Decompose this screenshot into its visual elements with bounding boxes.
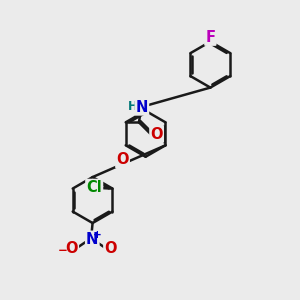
Text: O: O: [116, 152, 129, 167]
Text: F: F: [206, 30, 215, 45]
Text: O: O: [65, 241, 78, 256]
Text: +: +: [93, 230, 102, 240]
Text: N: N: [86, 232, 98, 247]
Text: N: N: [136, 100, 148, 115]
Text: H: H: [128, 100, 138, 113]
Text: O: O: [104, 241, 117, 256]
Text: Cl: Cl: [86, 180, 102, 195]
Text: −: −: [57, 244, 67, 257]
Text: O: O: [150, 127, 163, 142]
